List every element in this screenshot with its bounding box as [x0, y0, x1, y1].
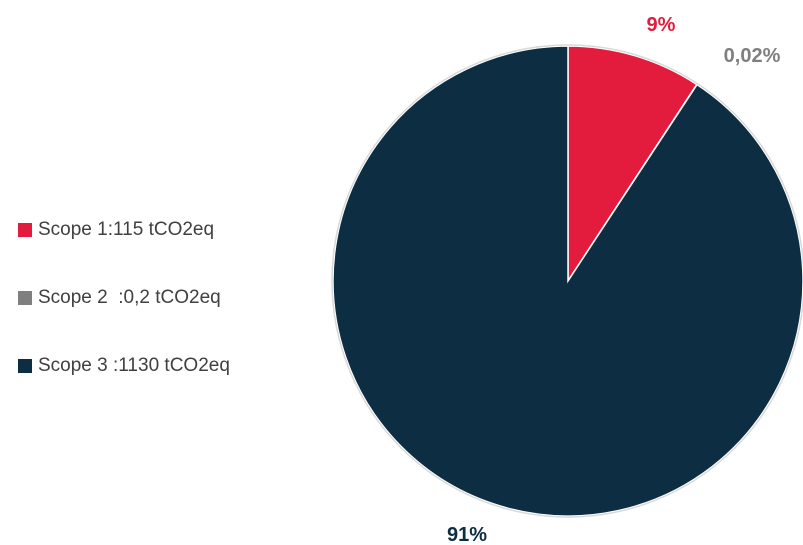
legend: Scope 1:115 tCO2eq Scope 2 :0,2 tCO2eq S…	[18, 215, 230, 419]
pie-slice-scope-1	[567, 45, 698, 284]
data-label-scope-1: 9%	[647, 14, 676, 36]
legend-label-scope-2: Scope 2 :0,2 tCO2eq	[38, 287, 221, 308]
legend-swatch-scope-1	[18, 223, 32, 237]
legend-item-scope-3: Scope 3 :1130 tCO2eq	[18, 351, 230, 381]
pie-slice-scope-3	[332, 45, 803, 517]
data-label-scope-2: 0,02%	[724, 45, 781, 67]
legend-label-scope-3: Scope 3 :1130 tCO2eq	[38, 355, 230, 376]
legend-item-scope-2: Scope 2 :0,2 tCO2eq	[18, 283, 230, 313]
legend-label-scope-1: Scope 1:115 tCO2eq	[38, 219, 215, 240]
legend-swatch-scope-2	[18, 291, 32, 305]
data-label-scope-3: 91%	[447, 524, 487, 545]
pie-outline	[331, 44, 803, 518]
legend-item-scope-1: Scope 1:115 tCO2eq	[18, 215, 230, 245]
legend-swatch-scope-3	[18, 359, 32, 373]
